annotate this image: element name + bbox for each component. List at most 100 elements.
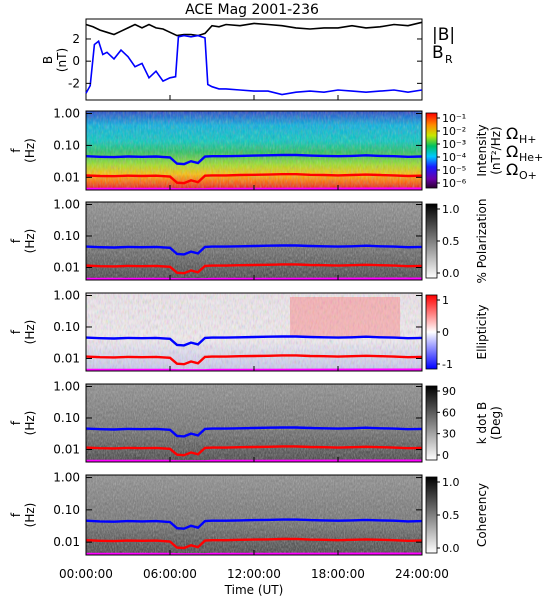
chart-title: ACE Mag 2001-236 [185,2,319,18]
field-series-line-br [85,34,423,96]
time-tick-label: 12:00:00 [227,567,281,581]
legend-omega-Heplus: Ω [506,142,518,161]
spectrogram-texture [86,384,422,462]
gyrofrequency-line-Hplus [85,335,423,347]
freq-yunit: (Hz) [23,411,37,436]
colorbar-coherency [425,476,438,554]
freq-yunit: (Hz) [23,503,37,528]
colorbar-tick-label: 90 [442,385,456,398]
colorbar-label: % Polarization [475,199,489,284]
time-tick-label: 18:00:00 [311,567,365,581]
colorbar-tick-label: 0.5 [442,509,460,522]
gyrofrequency-line-Hplus [85,153,423,166]
spectrogram-texture [86,202,422,280]
colorbar-tick-label: 1 [442,294,449,307]
gyrofrequency-line-Hplus [85,426,423,438]
colorbar-ellipticity [425,294,438,370]
colorbar-unit: (Deg) [489,406,503,440]
freq-ylabel: f [9,420,23,425]
freq-tick-label: 0.10 [53,138,80,152]
colorbar-intensity [425,112,438,189]
colorbar-tick-label: 30 [442,428,456,441]
field-yunit: (nT) [55,48,69,72]
time-axis: 00:00:00 06:00:00 12:00:00 18:00:00 24:00:00… [59,95,449,597]
gyrofrequency-line-Oplus [86,368,423,372]
legend-br: B [432,43,444,63]
freq-tick-label: 0.01 [53,260,80,274]
colorbar-label: k dot B [475,402,489,444]
colorbar-kdotb [425,385,438,461]
freq-ylabel: f [9,512,23,517]
freq-tick-label: 1.00 [53,379,80,393]
spectral-panels: 1.000.100.01f (Hz)10⁻¹10⁻²10⁻³10⁻⁴10⁻⁵10⁻… [9,107,503,556]
freq-tick-label: 0.10 [53,411,80,425]
gyrofrequency-line-Heplus [85,172,423,185]
time-tick-label: 06:00:00 [143,567,197,581]
colorbar-tick-label: 0.0 [442,267,460,280]
legend-omega-sub-Oplus: O+ [519,169,537,182]
legend-bmag: |B| [432,25,455,45]
colorbar-tick-label: 10⁻² [442,125,466,138]
freq-tick-label: 0.01 [53,351,80,365]
spectral-panel-coherency: 1.00 0.10 0.01 f (Hz) 1.0 0.5 0.0 Coherency [9,471,489,556]
freq-tick-label: 1.00 [53,288,80,302]
colorbar-tick-label: 10⁻⁶ [442,177,467,190]
colorbar-label: Coherency [475,483,489,547]
time-axis-label: Time (UT) [224,583,284,597]
freq-tick-label: 0.01 [53,535,80,549]
colorbar-polarization [425,203,438,279]
colorbar-unit: (nT²/Hz) [489,126,503,174]
colorbar-tick-label: 10⁻⁵ [442,164,466,177]
colorbar-tick-label: 0.0 [442,542,460,555]
gyrofrequency-line-Oplus [86,187,423,191]
legend-omega-sub-Heplus: He+ [519,151,543,164]
spectrogram-texture [86,475,422,555]
gyrofrequency-line-Hplus [85,244,423,256]
freq-tick-label: 0.01 [53,442,80,456]
freq-yunit: (Hz) [23,138,37,163]
gyrofrequency-line-Heplus [85,445,423,457]
colorbar-tick-label: 0 [442,449,449,462]
freq-tick-label: 1.00 [53,107,80,121]
colorbar-tick-label: 0.5 [442,235,460,248]
colorbar-tick-label: 0 [442,326,449,339]
field-series-line-bmag [85,21,423,37]
colorbar-tick-label: 10⁻³ [442,138,466,151]
freq-tick-label: 1.00 [53,471,80,485]
colorbar-tick-label: 60 [442,406,456,419]
legends: |B|B RΩ H+Ω He+Ω O+ [432,25,543,182]
colorbar-tick-label: -1 [442,358,453,371]
gyrofrequency-line-Oplus [86,459,423,463]
freq-tick-label: 0.01 [53,170,80,184]
gyrofrequency-line-Heplus [85,537,423,550]
field-panel-frame [85,18,423,101]
field-panel: 2 0 -2 B (nT) [41,18,423,101]
freq-tick-label: 0.10 [53,229,80,243]
spectral-panel-intensity: 1.00 0.10 0.01 f (Hz) 10⁻¹10⁻²10⁻³10⁻⁴10⁻⁵10⁻… [9,107,503,191]
colorbar-tick-label: 10⁻¹ [442,112,466,125]
freq-ylabel: f [9,329,23,334]
colorbar-tick-label: 1.0 [442,203,460,216]
colorbar-label: Ellipticity [475,305,489,360]
gyrofrequency-line-Oplus [86,552,423,556]
spectral-panel-ellipticity: 1.00 0.10 0.01 f (Hz) 1 0 -1 Ellipticity [9,288,489,372]
colorbar-label: Intensity [475,124,489,176]
field-ylabel: B [41,56,55,64]
freq-tick-label: 0.10 [53,503,80,517]
legend-omega-Hplus: Ω [506,124,518,143]
time-tick-label: 24:00:00 [395,567,449,581]
colorbar-tick-label: 1.0 [442,476,460,489]
time-tick-label: 00:00:00 [59,567,113,581]
freq-ylabel: f [9,148,23,153]
spectrogram-texture [86,111,422,190]
colorbar-tick-label: 10⁻⁴ [442,151,467,164]
gyrofrequency-line-Hplus [85,518,423,530]
legend-omega-sub-Hplus: H+ [519,133,537,146]
gyrofrequency-line-Heplus [85,354,423,366]
ellipticity-red-patch [290,297,400,337]
gyrofrequency-line-Oplus [86,277,423,281]
spectral-panel-polarization: 1.00 0.10 0.01 f (Hz) 1.0 0.5 0.0 % Polarization [9,197,489,283]
field-ytick-label: 2 [72,32,80,46]
field-ytick-label: -2 [68,76,80,90]
